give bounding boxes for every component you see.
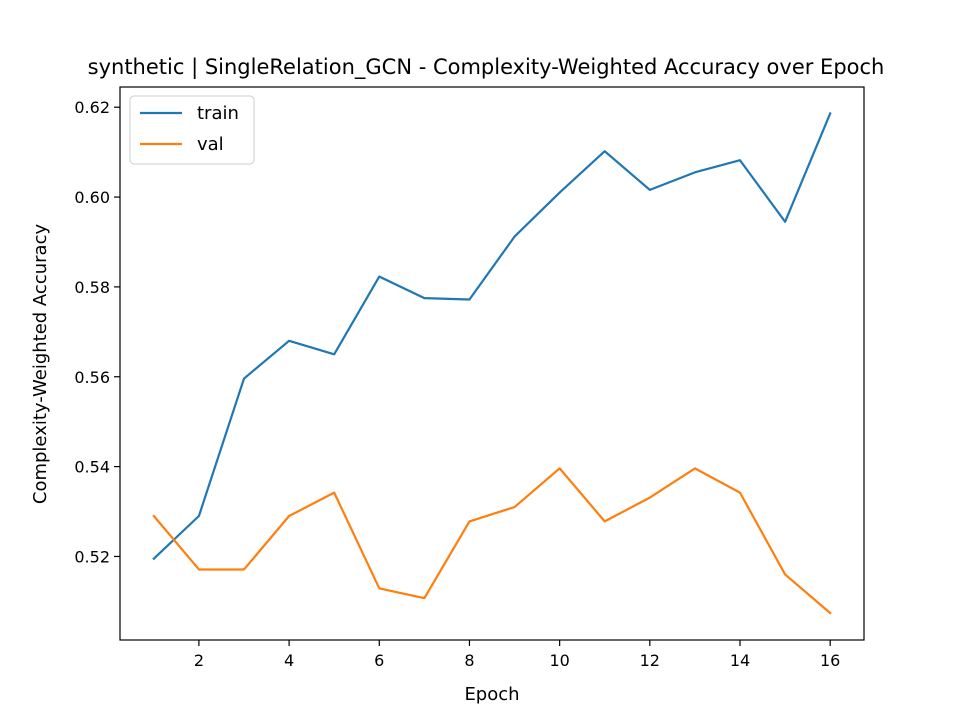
x-axis: 2 4 6 8 10 12 14 16	[194, 640, 840, 670]
x-tick-label: 8	[464, 651, 474, 670]
series-line-train	[152, 112, 832, 561]
x-tick-label: 6	[374, 651, 384, 670]
legend-items: train val	[140, 103, 239, 155]
y-tick-label: 0.56	[74, 368, 110, 387]
y-axis: 0.52 0.54 0.56 0.58 0.60 0.62	[74, 98, 120, 566]
legend: train val	[129, 95, 255, 165]
y-tick-label: 0.54	[74, 458, 110, 477]
series-layer	[152, 112, 832, 615]
chart-title: synthetic | SingleRelation_GCN - Complex…	[88, 55, 885, 80]
y-tick-label: 0.52	[74, 547, 110, 566]
plot-area	[119, 86, 865, 641]
y-axis-label: Complexity-Weighted Accuracy	[30, 224, 51, 505]
series-line-val	[152, 467, 832, 615]
x-tick-label: 16	[820, 651, 840, 670]
x-axis-label: Epoch	[464, 684, 519, 705]
y-tick-label: 0.60	[74, 188, 110, 207]
plot-frame	[119, 86, 865, 641]
legend-label-train: train	[197, 103, 239, 124]
x-tick-label: 12	[640, 651, 660, 670]
x-tick-label: 4	[284, 651, 294, 670]
x-tick-label: 10	[549, 651, 569, 670]
y-tick-label: 0.58	[74, 278, 110, 297]
x-tick-label: 2	[194, 651, 204, 670]
legend-label-val: val	[197, 134, 224, 155]
x-tick-label: 14	[730, 651, 750, 670]
y-tick-label: 0.62	[74, 98, 110, 117]
